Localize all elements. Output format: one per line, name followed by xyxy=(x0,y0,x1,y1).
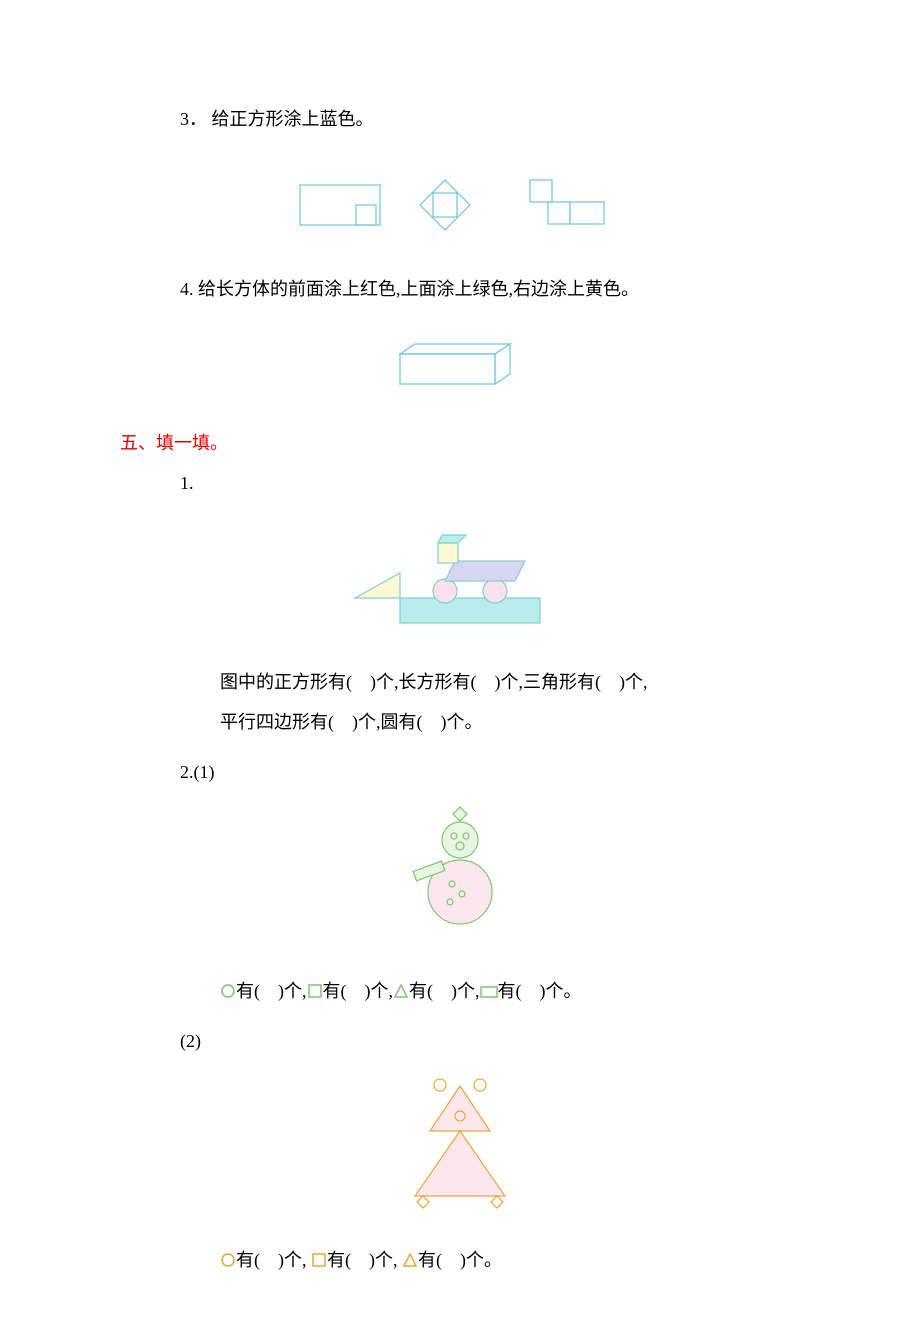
question-4: 4. 给长方体的前面涂上红色,上面涂上绿色,右边涂上黄色。 xyxy=(120,270,800,310)
q3-figure xyxy=(120,170,800,240)
rectangle-icon xyxy=(480,985,498,999)
square-icon xyxy=(307,983,323,999)
q5-2-1-answers: 有( )个,有( )个,有( )个,有( )个。 xyxy=(120,972,800,1012)
q5-1-vehicle-svg xyxy=(350,513,570,633)
square-icon xyxy=(311,1252,327,1268)
q3-text: 给正方形涂上蓝色。 xyxy=(212,109,374,129)
triangle-icon xyxy=(402,1252,418,1268)
q5-1-line2: 平行四边形有( )个,圆有( )个。 xyxy=(120,703,800,743)
q5-2-1-figure xyxy=(120,802,800,942)
q5-2-1-snowman-svg xyxy=(400,802,520,942)
triangle-icon xyxy=(393,983,409,999)
circle-icon xyxy=(220,1252,236,1268)
q5-1-figure xyxy=(120,513,800,633)
q5-2-1-label: 2.(1) xyxy=(120,753,800,793)
section-5-label: 五、 xyxy=(120,433,156,453)
question-3: 3． 给正方形涂上蓝色。 xyxy=(120,100,800,140)
q5-1-label: 1. xyxy=(120,464,800,504)
q4-label: 4. xyxy=(180,279,194,299)
q4-cuboid-svg xyxy=(385,339,535,394)
section-5-title: 填一填。 xyxy=(156,433,228,453)
section-5-heading: 五、填一填。 xyxy=(120,424,800,464)
q4-figure xyxy=(120,339,800,394)
q3-label: 3． xyxy=(180,109,207,129)
q4-text: 给长方体的前面涂上红色,上面涂上绿色,右边涂上黄色。 xyxy=(198,279,639,299)
q5-1-line1: 图中的正方形有( )个,长方形有( )个,三角形有( )个, xyxy=(120,663,800,703)
q3-shapes-svg xyxy=(270,170,650,240)
q5-2-2-answers: 有( )个, 有( )个, 有( )个。 xyxy=(120,1241,800,1281)
circle-icon xyxy=(220,983,236,999)
q5-2-2-label: (2) xyxy=(120,1022,800,1062)
q5-2-2-figure xyxy=(120,1071,800,1211)
q5-2-2-figure-svg xyxy=(395,1071,525,1211)
